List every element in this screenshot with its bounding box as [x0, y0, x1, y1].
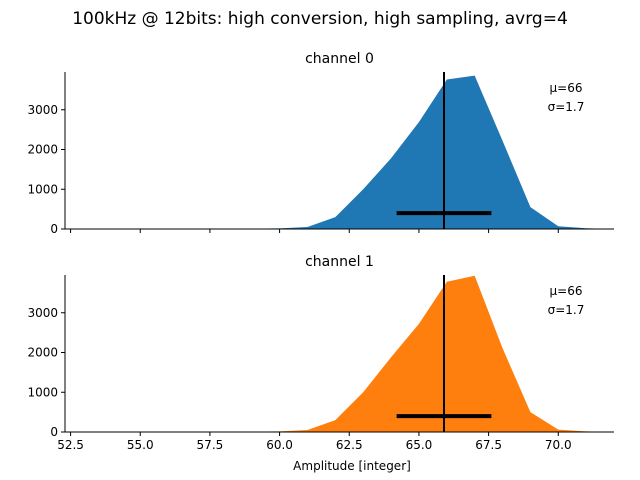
channel-0-panel: channel 0 0 1000 2000 3000 μ=66 σ=1.7 [27, 51, 615, 236]
distribution-area [65, 75, 614, 229]
x-tick-label: 62.5 [336, 438, 363, 452]
y-tick-label: 3000 [27, 306, 58, 320]
x-axis-label: Amplitude [integer] [293, 459, 411, 473]
panel-title: channel 1 [305, 254, 374, 270]
y-tick-label: 1000 [27, 385, 58, 399]
y-tick-label: 3000 [27, 103, 58, 117]
panel-title: channel 0 [305, 51, 374, 67]
x-tick-label: 55.0 [127, 438, 154, 452]
x-tick-label: 57.5 [197, 438, 224, 452]
std-annotation: σ=1.7 [548, 100, 585, 114]
x-tick-label: 70.0 [545, 438, 572, 452]
std-annotation: σ=1.7 [548, 303, 585, 317]
y-tick-label: 0 [50, 425, 58, 439]
y-tick-label: 1000 [27, 182, 58, 196]
channel-1-panel: channel 1 0 1000 2000 3000 52.5 55.0 57.5 60.0 62… [27, 254, 615, 452]
y-tick-label: 0 [50, 222, 58, 236]
mean-annotation: μ=66 [550, 284, 583, 298]
x-tick-label: 60.0 [266, 438, 293, 452]
mean-annotation: μ=66 [550, 81, 583, 95]
x-tick-label: 52.5 [57, 438, 84, 452]
x-tick-label: 65.0 [406, 438, 433, 452]
y-tick-label: 2000 [27, 143, 58, 157]
x-tick-label: 67.5 [475, 438, 502, 452]
figure-title: 100kHz @ 12bits: high conversion, high s… [72, 9, 568, 29]
y-tick-label: 2000 [27, 346, 58, 360]
distribution-area [65, 275, 614, 432]
